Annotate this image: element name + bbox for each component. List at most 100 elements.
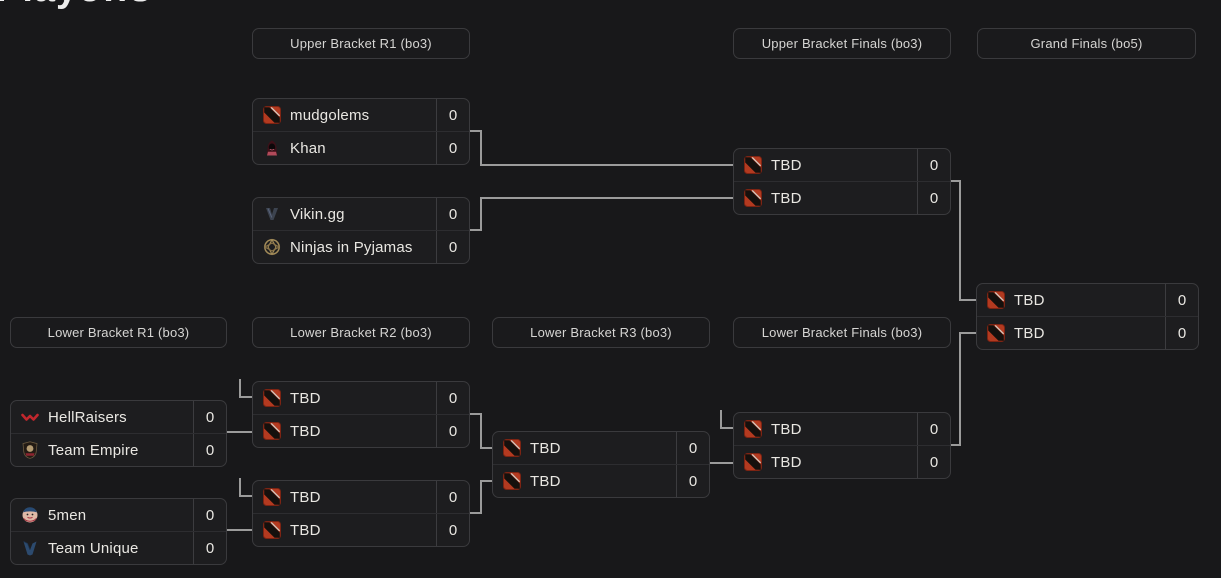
dota2-logo-icon xyxy=(744,453,762,471)
connector-line xyxy=(239,478,241,497)
team-name: TBD xyxy=(290,488,321,506)
connector-line xyxy=(482,480,492,482)
5men-logo-icon xyxy=(21,506,39,524)
connector-line xyxy=(722,427,733,429)
match-lb-r2-m2[interactable]: TBD 0 TBD 0 xyxy=(252,480,470,547)
connector-line xyxy=(961,299,976,301)
team-score: 0 xyxy=(917,446,950,478)
team-name: TBD xyxy=(1014,324,1045,342)
connector-line xyxy=(480,480,482,514)
team-name: 5men xyxy=(48,506,87,524)
round-header-lower-bracket-r1: Lower Bracket R1 (bo3) xyxy=(10,317,227,348)
team-row: TBD 0 xyxy=(253,382,469,414)
team-score: 0 xyxy=(193,401,226,433)
match-lb-r2-m1[interactable]: TBD 0 TBD 0 xyxy=(252,381,470,448)
match-ub-r1-m2[interactable]: Vikin.gg 0 Ninjas in Pyjamas 0 xyxy=(252,197,470,264)
dota2-logo-icon xyxy=(263,488,281,506)
dota2-logo-icon xyxy=(744,189,762,207)
team-row: TBD 0 xyxy=(253,513,469,546)
team-row: TBD 0 xyxy=(253,414,469,447)
team-score: 0 xyxy=(436,99,469,131)
nip-logo-icon xyxy=(263,238,281,256)
round-header-lower-bracket-finals: Lower Bracket Finals (bo3) xyxy=(733,317,951,348)
team-name: mudgolems xyxy=(290,106,370,124)
team-name: TBD xyxy=(290,389,321,407)
team-score: 0 xyxy=(436,514,469,546)
connector-line xyxy=(480,197,482,231)
khan-logo-icon xyxy=(263,139,281,157)
round-header-label: Lower Bracket Finals (bo3) xyxy=(761,325,923,340)
team-row: TBD 0 xyxy=(253,481,469,513)
dota2-logo-icon xyxy=(263,422,281,440)
team-name: TBD xyxy=(290,422,321,440)
team-score: 0 xyxy=(193,499,226,531)
team-row: 5men 0 xyxy=(11,499,226,531)
team-name: TBD xyxy=(290,521,321,539)
connector-line xyxy=(482,164,733,166)
round-header-grand-finals: Grand Finals (bo5) xyxy=(977,28,1196,59)
round-header-label: Upper Bracket R1 (bo3) xyxy=(290,36,432,51)
team-row: Khan 0 xyxy=(253,131,469,164)
round-header-label: Grand Finals (bo5) xyxy=(1030,36,1143,51)
round-header-label: Lower Bracket R1 (bo3) xyxy=(47,325,190,340)
connector-line xyxy=(480,413,482,449)
match-lb-r1-m2[interactable]: 5men 0 Team Unique 0 xyxy=(10,498,227,565)
team-score: 0 xyxy=(436,132,469,164)
dota2-logo-icon xyxy=(987,291,1005,309)
team-name: Khan xyxy=(290,139,326,157)
connector-line xyxy=(227,431,252,433)
connector-line xyxy=(482,197,733,199)
round-header-upper-bracket-finals: Upper Bracket Finals (bo3) xyxy=(733,28,951,59)
team-name: TBD xyxy=(771,420,802,438)
team-name: TBD xyxy=(771,156,802,174)
match-ub-r1-m1[interactable]: mudgolems 0 Khan 0 xyxy=(252,98,470,165)
team-name: Vikin.gg xyxy=(290,205,345,223)
team-row: TBD 0 xyxy=(734,445,950,478)
team-score: 0 xyxy=(436,382,469,414)
connector-line xyxy=(470,130,482,132)
team-name: TBD xyxy=(530,439,561,457)
connector-line xyxy=(480,130,482,166)
team-row: TBD 0 xyxy=(977,284,1198,316)
team-score: 0 xyxy=(193,532,226,564)
team-row: TBD 0 xyxy=(734,413,950,445)
match-lb-r3-m1[interactable]: TBD 0 TBD 0 xyxy=(492,431,710,498)
dota2-logo-icon xyxy=(263,521,281,539)
team-score: 0 xyxy=(917,182,950,214)
page-title-clipped: Playoffs xyxy=(0,0,236,9)
connector-line xyxy=(470,229,482,231)
team-row: TBD 0 xyxy=(977,316,1198,349)
team-score: 0 xyxy=(436,481,469,513)
match-lb-finals[interactable]: TBD 0 TBD 0 xyxy=(733,412,951,479)
team-row: TBD 0 xyxy=(493,432,709,464)
dota2-logo-icon xyxy=(744,156,762,174)
round-header-lower-bracket-r3: Lower Bracket R3 (bo3) xyxy=(492,317,710,348)
team-row: Ninjas in Pyjamas 0 xyxy=(253,230,469,263)
connector-line xyxy=(959,180,961,301)
team-row: Team Empire 0 xyxy=(11,433,226,466)
connector-line xyxy=(710,462,733,464)
team-name: Ninjas in Pyjamas xyxy=(290,238,413,256)
team-row: TBD 0 xyxy=(734,149,950,181)
team-score: 0 xyxy=(676,465,709,497)
connector-line xyxy=(961,332,976,334)
connector-line xyxy=(959,332,961,446)
hellraisers-logo-icon xyxy=(21,408,39,426)
team-score: 0 xyxy=(436,198,469,230)
team-score: 0 xyxy=(1165,317,1198,349)
team-name: HellRaisers xyxy=(48,408,127,426)
team-unique-logo-icon xyxy=(21,539,39,557)
match-grand-finals[interactable]: TBD 0 TBD 0 xyxy=(976,283,1199,350)
team-row: TBD 0 xyxy=(493,464,709,497)
connector-line xyxy=(951,180,961,182)
dota2-logo-icon xyxy=(263,106,281,124)
match-lb-r1-m1[interactable]: HellRaisers 0 Team Empire 0 xyxy=(10,400,227,467)
connector-line xyxy=(951,444,961,446)
team-name: TBD xyxy=(1014,291,1045,309)
connector-line xyxy=(241,396,252,398)
team-empire-logo-icon xyxy=(21,441,39,459)
dota2-logo-icon xyxy=(263,389,281,407)
match-ub-finals[interactable]: TBD 0 TBD 0 xyxy=(733,148,951,215)
team-row: TBD 0 xyxy=(734,181,950,214)
